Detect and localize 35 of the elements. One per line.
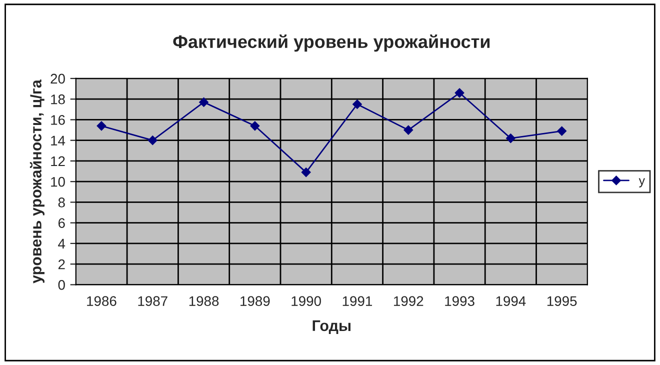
y-tick-label: 20 bbox=[50, 74, 65, 84]
y-axis-title: уровень урожайности, ц/га bbox=[30, 80, 44, 284]
x-tick-label: 1995 bbox=[547, 296, 577, 306]
x-tick-label: 1988 bbox=[189, 296, 219, 306]
y-tick-label: 10 bbox=[51, 176, 65, 187]
point bbox=[557, 126, 566, 136]
y-tick-label: 16 bbox=[51, 115, 65, 125]
x-tick-label: 1986 bbox=[87, 296, 116, 306]
legend-label: y bbox=[638, 178, 645, 188]
y-tick-label: 12 bbox=[51, 156, 65, 166]
point bbox=[301, 168, 311, 177]
y-tick-label: 4 bbox=[58, 238, 66, 248]
x-tick-label: 1987 bbox=[138, 296, 168, 306]
point bbox=[454, 88, 464, 98]
x-tick-label: 1991 bbox=[342, 296, 372, 306]
y-tick-label: 0 bbox=[58, 280, 65, 290]
y-tick-label: 14 bbox=[51, 136, 66, 146]
x-tick-label: 1993 bbox=[445, 296, 474, 306]
point bbox=[352, 100, 362, 109]
y-tick-label: 6 bbox=[58, 218, 65, 228]
x-axis-title: Годы bbox=[312, 320, 350, 334]
y-tick-label: 18 bbox=[51, 94, 65, 104]
chart-title: Фактический уровень урожайности bbox=[173, 34, 490, 52]
y-tick-label: 2 bbox=[58, 259, 65, 270]
point bbox=[404, 125, 413, 135]
point bbox=[506, 134, 516, 143]
x-tick-label: 1990 bbox=[292, 296, 321, 306]
x-tick-label: 1992 bbox=[394, 296, 424, 306]
y-tick-label: 8 bbox=[58, 198, 65, 208]
x-tick-label: 1989 bbox=[240, 296, 270, 306]
point bbox=[250, 121, 260, 131]
point bbox=[148, 136, 158, 145]
x-tick-label: 1994 bbox=[496, 296, 526, 306]
point bbox=[96, 121, 106, 131]
point bbox=[199, 98, 208, 107]
